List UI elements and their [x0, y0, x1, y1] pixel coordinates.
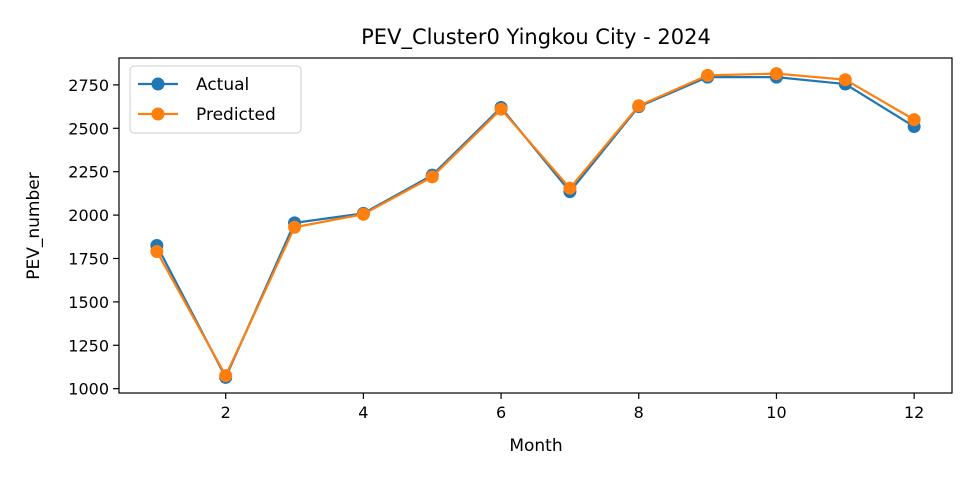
data-point-predicted [219, 369, 233, 383]
x-tick-label: 2 [221, 403, 231, 422]
data-point-predicted [632, 99, 646, 113]
y-axis-title: PEV_number [24, 172, 44, 279]
x-tick-label: 4 [358, 403, 368, 422]
x-axis-title: Month [509, 436, 562, 456]
legend-label-actual: Actual [196, 75, 249, 95]
y-tick-label: 1750 [68, 249, 109, 268]
y-tick-label: 1000 [68, 380, 109, 399]
legend: Actual Predicted [129, 65, 302, 134]
x-tick-label: 10 [766, 403, 786, 422]
axes-frame [118, 57, 953, 394]
x-tick-label: 8 [634, 403, 644, 422]
data-point-predicted [150, 245, 164, 259]
series-line-predicted [155, 72, 915, 377]
legend-marker-actual [151, 77, 165, 91]
data-point-predicted [356, 207, 370, 221]
legend-box [129, 65, 302, 134]
x-tick-label: 6 [496, 403, 506, 422]
plot-area: 2 4 6 8 10 12 1000 1250 1500 1750 2000 2250 2500 2750 [68, 57, 953, 422]
data-point-predicted [425, 170, 439, 184]
data-point-predicted [563, 181, 577, 195]
data-point-predicted [838, 73, 852, 87]
y-tick-label: 2500 [68, 119, 109, 138]
y-tick-label: 1250 [68, 336, 109, 355]
data-point-predicted [288, 220, 302, 234]
y-tick-label: 2750 [68, 76, 109, 95]
legend-label-predicted: Predicted [196, 105, 276, 125]
data-point-predicted [701, 68, 715, 82]
y-tick-label: 2250 [68, 163, 109, 182]
chart-title: PEV_Cluster0 Yingkou City - 2024 [361, 25, 711, 50]
legend-marker-predicted [151, 107, 165, 121]
y-tick-label: 2000 [68, 206, 109, 225]
data-point-predicted [494, 102, 508, 116]
y-tick-label: 1500 [68, 293, 109, 312]
data-point-predicted [769, 67, 783, 81]
data-point-predicted [907, 113, 921, 127]
x-tick-label: 12 [904, 403, 924, 422]
